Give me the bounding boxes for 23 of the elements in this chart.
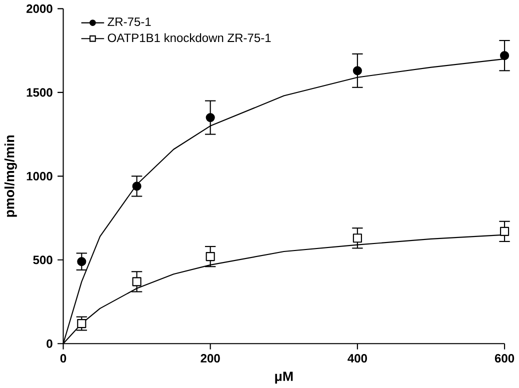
legend-label: ZR-75-1	[108, 18, 151, 26]
x-axis-title: μM	[275, 372, 293, 384]
legend-label: OATP1B1 knockdown ZR-75-1	[108, 33, 271, 42]
point	[77, 257, 86, 266]
y-tick-label: 1500	[26, 88, 52, 97]
x-tick-label: 200	[200, 354, 220, 363]
point	[132, 277, 142, 286]
y-tick-label: 1000	[26, 172, 52, 180]
point	[352, 234, 362, 243]
point	[352, 66, 362, 76]
point	[500, 51, 510, 60]
x-tick-label: 0	[60, 354, 66, 363]
point	[206, 252, 215, 262]
y-tick-label: 500	[33, 256, 52, 264]
point	[77, 318, 86, 328]
x-tick-label: 400	[348, 354, 367, 363]
point	[500, 226, 510, 236]
point	[206, 112, 215, 122]
x-tick-label: 600	[494, 354, 514, 363]
y-tick-label: 2000	[26, 4, 52, 13]
y-tick-label: 0	[46, 339, 52, 348]
y-axis-title: pmol/mg/min	[4, 135, 17, 217]
point	[132, 182, 142, 191]
